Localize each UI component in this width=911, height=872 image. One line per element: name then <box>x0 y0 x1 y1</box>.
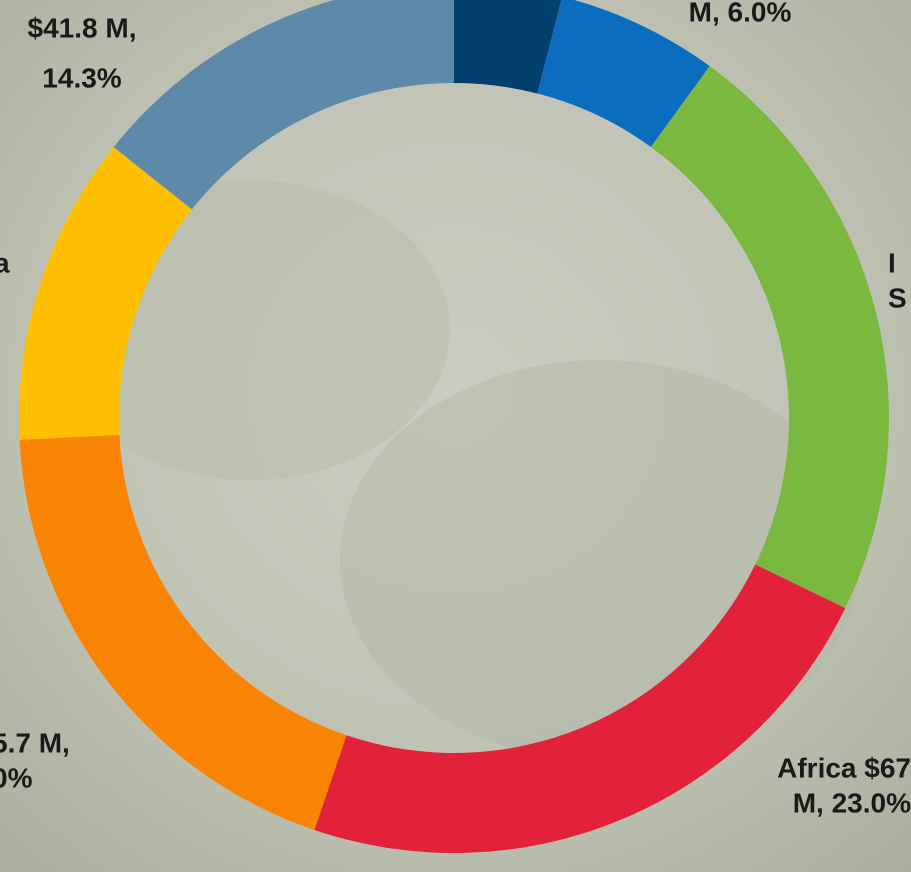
data-label: 0% <box>0 762 33 793</box>
data-label: 5.7 M, <box>0 727 70 758</box>
data-label: M, 23.0% <box>793 787 911 818</box>
data-label: S <box>888 282 907 313</box>
data-label: I <box>888 247 896 278</box>
data-label: $41.8 M, <box>28 12 137 43</box>
data-label: M, 6.0% <box>689 0 792 27</box>
data-label: Africa $67 <box>777 752 911 783</box>
chart: M, 6.0% IS Africa $67 M, 23.0% 5.7 M, 0% a $41.… <box>0 0 911 872</box>
data-label: a <box>0 247 10 278</box>
data-label: 14.3% <box>42 62 121 93</box>
